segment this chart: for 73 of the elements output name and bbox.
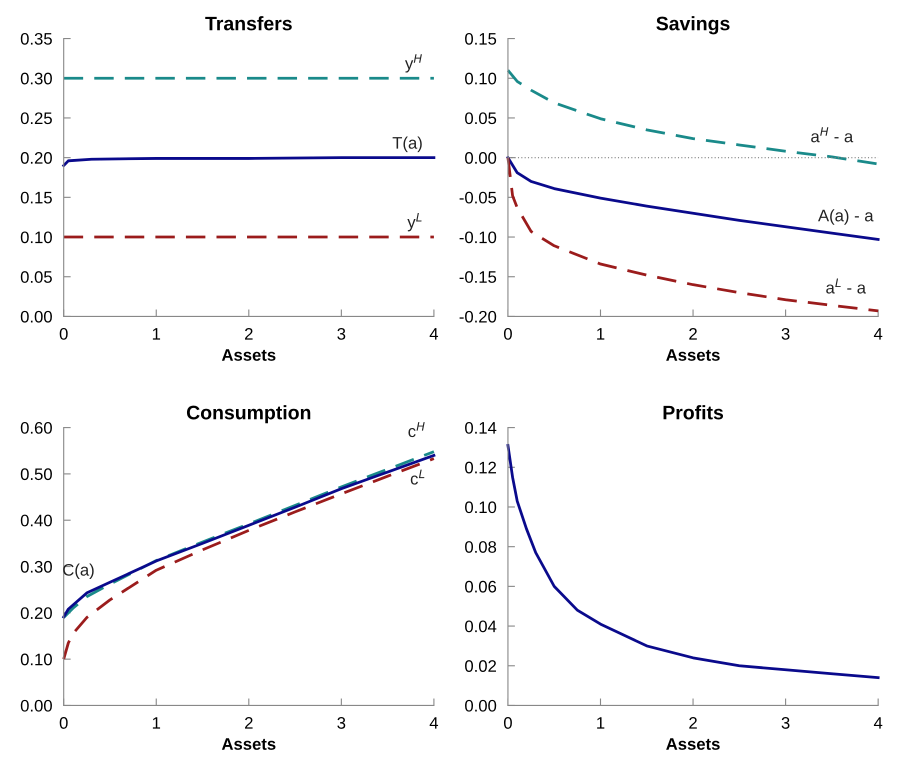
y-tick-label: -0.10 [460, 231, 496, 244]
y-tick-label: -0.05 [460, 192, 496, 204]
x-tick-label: 1 [152, 717, 160, 729]
series-label: y$^{H}$ [405, 54, 422, 73]
x-tick-label: 2 [245, 717, 253, 729]
chart-title: Profits [664, 405, 724, 420]
y-tick-label: 0.04 [465, 620, 496, 632]
x-tick-label: 2 [689, 717, 697, 729]
y-tick-label: 0.30 [20, 72, 52, 84]
series-label: a$^{H}$ - a [811, 127, 854, 142]
y-tick-label: 0.60 [20, 422, 52, 434]
x-tick-label: 3 [782, 717, 790, 729]
x-tick-label: 2 [245, 328, 253, 340]
y-tick-label: 0.12 [465, 462, 496, 474]
x-tick-label: 0 [60, 328, 68, 340]
series-label: A(a) - a [818, 209, 874, 225]
chart-title: Savings [656, 16, 730, 34]
y-tick-label: 0.06 [465, 580, 496, 593]
y-tick-label: 0.10 [465, 72, 496, 84]
y-tick-label: 0.20 [20, 607, 52, 620]
series-label: a$^{L}$ - a [826, 278, 866, 294]
x-tick-label: 1 [597, 717, 604, 729]
series-label: C(a) [63, 564, 94, 580]
x-axis-title: Assets [666, 738, 720, 750]
line-series [62, 457, 436, 661]
x-tick-label: 0 [504, 717, 512, 729]
y-tick-label: 0.50 [20, 468, 52, 480]
x-tick-label: 3 [782, 328, 790, 340]
x-tick-label: 1 [597, 328, 604, 340]
chart-title: Consumption [186, 405, 310, 424]
x-tick-label: 0 [60, 717, 68, 729]
y-tick-label: 0.25 [20, 112, 52, 124]
series-label: T(a) [392, 136, 422, 152]
line-series [62, 156, 436, 167]
x-axis-title: Assets [666, 349, 720, 361]
x-tick-label: 2 [689, 328, 697, 340]
series-label: c$^{L}$ [410, 470, 424, 485]
x-tick-label: 3 [337, 717, 346, 729]
y-tick-label: 0.00 [465, 152, 496, 164]
y-tick-label: -0.15 [460, 271, 496, 283]
y-tick-label: 0.05 [20, 271, 52, 283]
series-label: c$^{H}$ [408, 422, 425, 438]
y-tick-label: -0.20 [460, 310, 496, 323]
line-series [506, 156, 880, 312]
x-tick-label: 4 [874, 328, 882, 340]
y-tick-label: 0.15 [20, 192, 52, 204]
line-series [506, 444, 880, 680]
y-tick-label: 0.02 [465, 660, 496, 672]
y-tick-label: 0.15 [465, 32, 496, 45]
series-label: y$^{L}$ [407, 212, 422, 232]
y-tick-label: 0.20 [20, 152, 52, 164]
y-tick-label: 0.10 [20, 654, 52, 666]
y-tick-label: 0.35 [20, 32, 52, 45]
x-tick-label: 3 [337, 328, 346, 340]
y-tick-label: 0.00 [465, 700, 496, 712]
line-series [506, 156, 880, 241]
x-tick-label: 1 [152, 328, 160, 340]
y-tick-label: 0.00 [20, 700, 52, 712]
y-tick-label: 0.40 [20, 514, 52, 526]
x-axis-title: Assets [222, 738, 276, 750]
x-axis-title: Assets [222, 349, 276, 361]
x-tick-label: 0 [504, 328, 512, 340]
chart-title: Transfers [205, 16, 292, 30]
x-tick-label: 4 [874, 717, 882, 729]
y-tick-label: 0.00 [20, 310, 52, 323]
x-tick-label: 4 [430, 717, 438, 729]
y-tick-label: 0.30 [20, 560, 52, 573]
x-tick-label: 4 [430, 328, 438, 340]
y-tick-label: 0.08 [465, 541, 496, 553]
y-tick-label: 0.14 [465, 422, 496, 434]
y-tick-label: 0.10 [465, 501, 496, 514]
y-tick-label: 0.05 [465, 112, 496, 124]
y-tick-label: 0.10 [20, 231, 52, 244]
